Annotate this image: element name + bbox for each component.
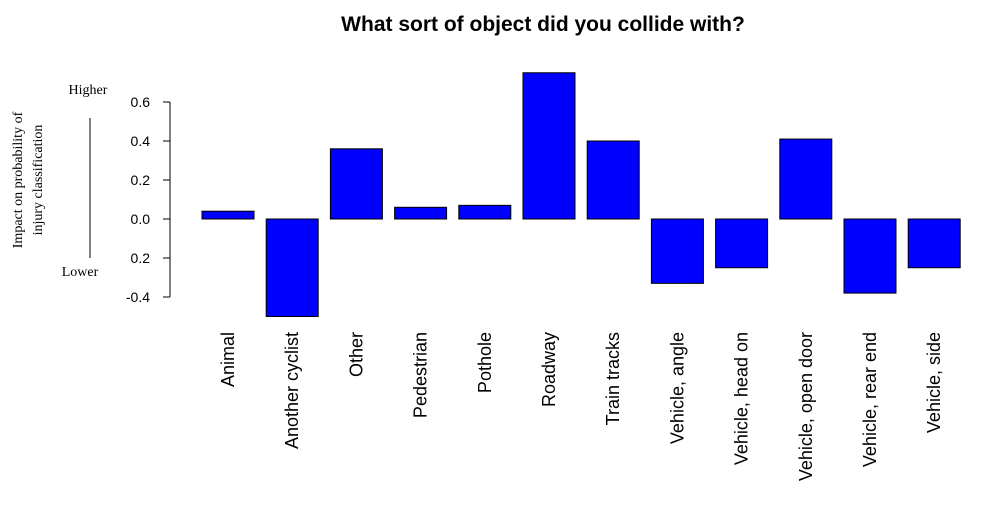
higher-label: Higher (69, 83, 108, 98)
bar (586, 140, 640, 220)
bar (779, 138, 833, 220)
category-label: Vehicle, open door (796, 332, 816, 481)
category-label: Vehicle, side (924, 332, 944, 433)
category-label: Other (346, 332, 366, 377)
bar (458, 204, 512, 220)
lower-label: Lower (62, 265, 99, 280)
y-tick-label: 0.2 (131, 250, 151, 266)
category-label: Pothole (475, 332, 495, 393)
y-axis: 0.6 0.4 0.2 0.0 0.2 -0.4 (126, 94, 171, 305)
category-label: Vehicle, angle (667, 332, 687, 444)
category-label: Vehicle, rear end (860, 332, 880, 467)
category-label: Pedestrian (411, 332, 431, 418)
bar (265, 218, 319, 317)
y-tick-label: 0.4 (131, 133, 151, 149)
category-label: Train tracks (603, 332, 623, 425)
y-axis-label-line-1: Impact on probability of (11, 111, 26, 248)
category-label: Roadway (539, 332, 559, 407)
category-label: Animal (218, 332, 238, 387)
chart-title: What sort of object did you collide with… (341, 13, 745, 36)
bar (907, 218, 961, 269)
bar (843, 218, 897, 294)
bar (715, 218, 769, 269)
bar (329, 148, 383, 220)
bar (522, 72, 576, 220)
y-axis-label: Impact on probability of injury classifi… (11, 111, 46, 248)
y-tick-label: 0.6 (131, 94, 151, 110)
bar (394, 206, 448, 220)
bar (201, 210, 255, 220)
y-tick-label: -0.4 (126, 289, 150, 305)
y-tick-label: 0.0 (131, 211, 151, 227)
x-axis-categories: Animal Another cyclist Other Pedestrian Poth… (218, 332, 944, 481)
bar (650, 218, 704, 284)
y-axis-label-line-2: injury classification (31, 125, 46, 236)
category-label: Vehicle, head on (732, 332, 752, 465)
bars (201, 72, 961, 317)
category-label: Another cyclist (282, 332, 302, 449)
y-tick-label: 0.2 (131, 172, 151, 188)
